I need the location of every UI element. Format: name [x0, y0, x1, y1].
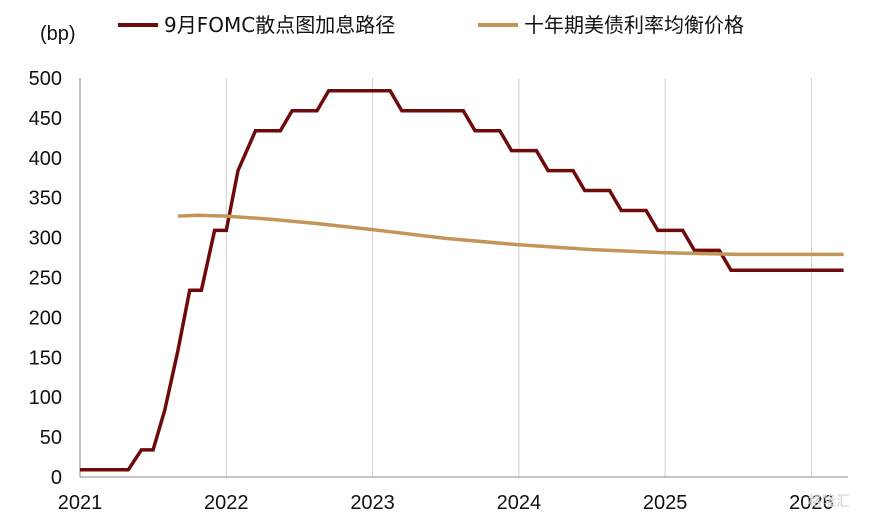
series-lines [80, 89, 844, 472]
grid-lines [225, 78, 812, 477]
legend-label-2: 十年期美债利率均衡价格 [524, 13, 744, 37]
y-tick-label-0: 0 [51, 467, 62, 489]
y-axis-label: (bp) [40, 23, 76, 45]
x-tick-label-2022: 2022 [204, 492, 249, 514]
series-line-2 [177, 213, 844, 257]
y-tick-label-500: 500 [29, 68, 62, 90]
y-tick-label-400: 400 [29, 148, 62, 170]
x-tick-labels: 2021 2022 2023 2024 2025 2026 [58, 492, 834, 514]
legend: 9月FOMC散点图加息路径 十年期美债利率均衡价格 [118, 13, 744, 37]
x-tick-label-2023: 2023 [350, 492, 395, 514]
watermark: 格隆汇 [808, 494, 850, 510]
axes [79, 78, 848, 478]
y-tick-label-450: 450 [29, 108, 62, 130]
y-tick-label-50: 50 [40, 427, 62, 449]
y-tick-labels: 0 50 100 150 200 250 300 350 400 450 500 [29, 68, 62, 489]
y-tick-label-200: 200 [29, 307, 62, 329]
x-tick-label-2021: 2021 [58, 492, 103, 514]
x-tick-label-2024: 2024 [497, 492, 542, 514]
y-tick-label-300: 300 [29, 228, 62, 250]
x-tick-label-2026: 2026 [789, 492, 834, 514]
y-tick-label-150: 150 [29, 347, 62, 369]
y-tick-label-250: 250 [29, 268, 62, 290]
series-line-1 [80, 89, 844, 472]
y-tick-label-350: 350 [29, 188, 62, 210]
y-tick-label-100: 100 [29, 387, 62, 409]
x-tick-label-2025: 2025 [643, 492, 688, 514]
legend-label-1: 9月FOMC散点图加息路径 [164, 13, 395, 37]
